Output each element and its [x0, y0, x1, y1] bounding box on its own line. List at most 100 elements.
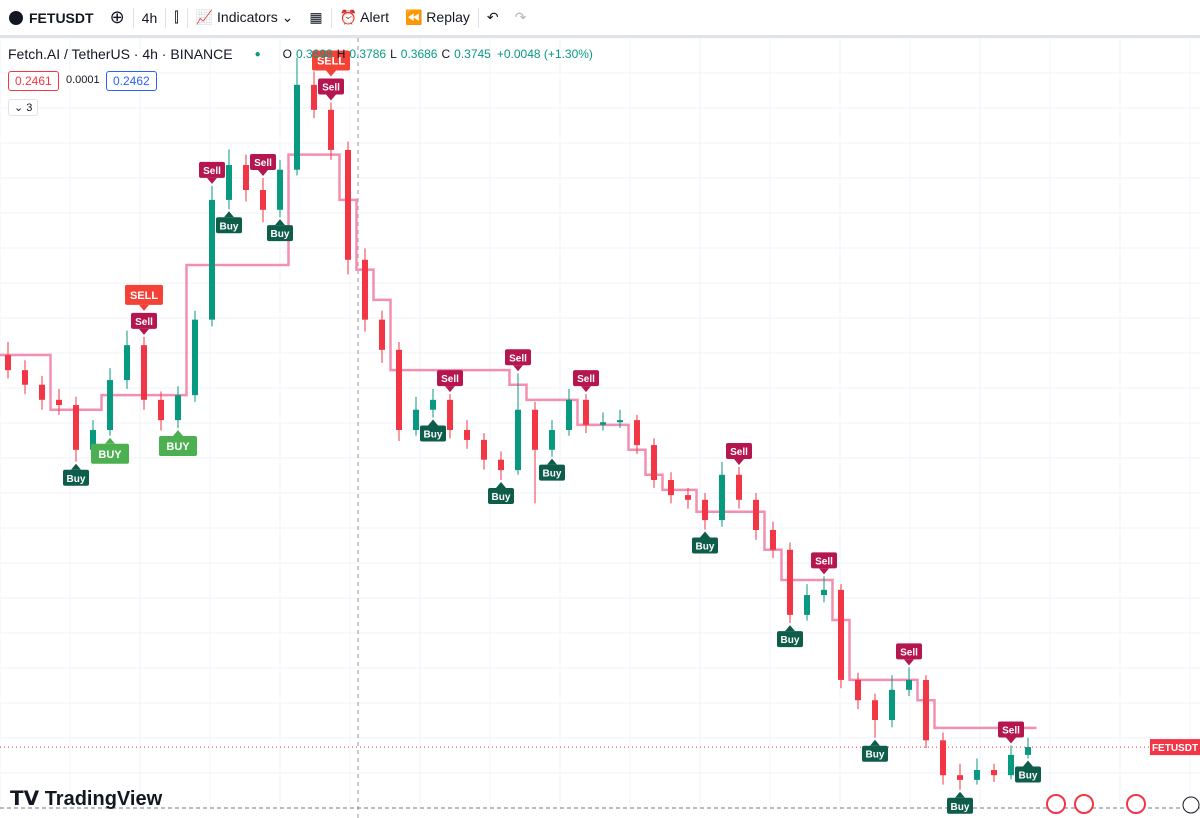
add-symbol[interactable]: ⊕: [109, 7, 125, 27]
signal-label: Sell: [203, 166, 221, 177]
sell-signal: SELL: [312, 50, 350, 77]
signal-label: Buy: [424, 430, 443, 441]
candle-body: [362, 259, 368, 320]
event-flag: [1074, 794, 1094, 814]
indicators-toggle[interactable]: ⌄ 3: [8, 99, 39, 116]
candle-body: [719, 474, 725, 521]
redo[interactable]: ↷: [514, 9, 527, 25]
sell-signal: Sell: [896, 643, 922, 666]
candle-body: [396, 349, 402, 431]
signal-box: [91, 443, 129, 464]
bid-price[interactable]: 0.2461: [8, 71, 59, 91]
event-flag: [1046, 794, 1066, 814]
candle-body: [974, 769, 980, 780]
candle-body: [294, 84, 300, 170]
buy-signal: Buy: [63, 463, 89, 486]
undo[interactable]: ↶: [486, 9, 499, 25]
signal-label: Sell: [815, 556, 833, 567]
signal-box: [312, 50, 350, 71]
ohlc-value: 0.3786: [349, 47, 387, 61]
sell-signal: Sell: [573, 370, 599, 393]
signal-label: BUY: [166, 441, 190, 453]
candle-body: [736, 474, 742, 500]
buy-signal: Buy: [539, 458, 565, 481]
candle-body: [838, 589, 844, 680]
toolbar: FETUSDT ⊕ 4h ⫿ 📈 Indicators ⌄ ▦ ⏰ Alert …: [0, 0, 1200, 38]
candle-body: [277, 169, 283, 210]
candle-body: [498, 459, 504, 471]
candle-body: [600, 422, 606, 425]
symbol-button[interactable]: FETUSDT: [8, 10, 94, 26]
signal-label: Buy: [271, 229, 290, 240]
signal-box: [488, 488, 514, 505]
ohlc-label: H: [336, 47, 346, 61]
signal-label: Buy: [543, 469, 562, 480]
candle-body: [566, 399, 572, 431]
replay-button[interactable]: ⏪ Replay: [404, 9, 470, 25]
signal-label: Buy: [67, 474, 86, 485]
signal-pointer: [71, 463, 81, 470]
candle-body: [685, 495, 691, 500]
candle-body: [1008, 754, 1014, 776]
separator: [132, 7, 134, 28]
signal-box: [947, 797, 973, 814]
candle-body: [804, 595, 810, 615]
candle-body: [22, 370, 28, 385]
interval[interactable]: 4h: [141, 9, 158, 26]
signal-box: [216, 217, 242, 234]
candle-body: [447, 399, 453, 431]
candle-body: [328, 109, 334, 150]
brand-logo: 𝗧𝗩: [10, 788, 45, 810]
candle-body: [481, 439, 487, 460]
signal-box: [998, 721, 1024, 738]
indicators-button[interactable]: 📈 Indicators ⌄: [195, 9, 294, 25]
signal-pointer: [496, 482, 506, 489]
signal-pointer: [700, 531, 710, 538]
layouts-button[interactable]: ▦: [309, 9, 323, 25]
signal-label: SELL: [130, 290, 158, 302]
ohlc-label: C: [441, 47, 451, 61]
price-tag-bg: [1150, 739, 1200, 756]
signal-box: [199, 161, 225, 178]
candle-body: [90, 430, 96, 450]
buy-signal: Buy: [947, 791, 973, 814]
signal-label: Sell: [322, 83, 340, 94]
signal-label: Sell: [441, 374, 459, 385]
candle-body: [39, 384, 45, 400]
chart-type[interactable]: ⫿: [174, 9, 179, 25]
candle-body: [141, 345, 147, 400]
signal-pointer: [785, 625, 795, 632]
signal-label: BUY: [98, 449, 122, 461]
candle-body: [583, 399, 589, 425]
signal-label: Sell: [730, 447, 748, 458]
signal-label: Buy: [220, 221, 239, 232]
legend-ohlc: O 0.3698 H 0.3786 L 0.3686 C 0.3745: [283, 47, 491, 61]
ask-price[interactable]: 0.2462: [106, 71, 157, 91]
brand-name: TradingView: [44, 788, 163, 810]
sell-signal: Sell: [505, 349, 531, 372]
buy-signal: BUY: [91, 437, 129, 464]
buy-signal: Buy: [692, 531, 718, 554]
ohlc-label: O: [282, 47, 292, 61]
signal-box: [420, 425, 446, 442]
buy-signal: BUY: [159, 429, 197, 456]
signal-pointer: [513, 365, 523, 372]
signal-box: [692, 537, 718, 554]
candle-body: [787, 549, 793, 615]
sell-signal: Sell: [318, 78, 344, 101]
signal-label: Buy: [781, 635, 800, 646]
symbol-icon: [9, 10, 23, 25]
candle-body: [260, 190, 266, 210]
signal-pointer: [139, 304, 149, 311]
signal-pointer: [904, 659, 914, 666]
signal-pointer: [326, 70, 336, 77]
candle-body: [651, 445, 657, 481]
legend: Fetch.AI / TetherUS · 4h · BINANCE ● O 0.…: [8, 46, 593, 62]
candle-body: [345, 149, 351, 260]
event-flag: [1126, 794, 1146, 814]
candle-body: [617, 420, 623, 423]
alert-button[interactable]: ⏰ Alert: [339, 9, 389, 25]
ohlc-value: 0.3698: [296, 47, 333, 61]
signal-label: Buy: [492, 492, 511, 503]
